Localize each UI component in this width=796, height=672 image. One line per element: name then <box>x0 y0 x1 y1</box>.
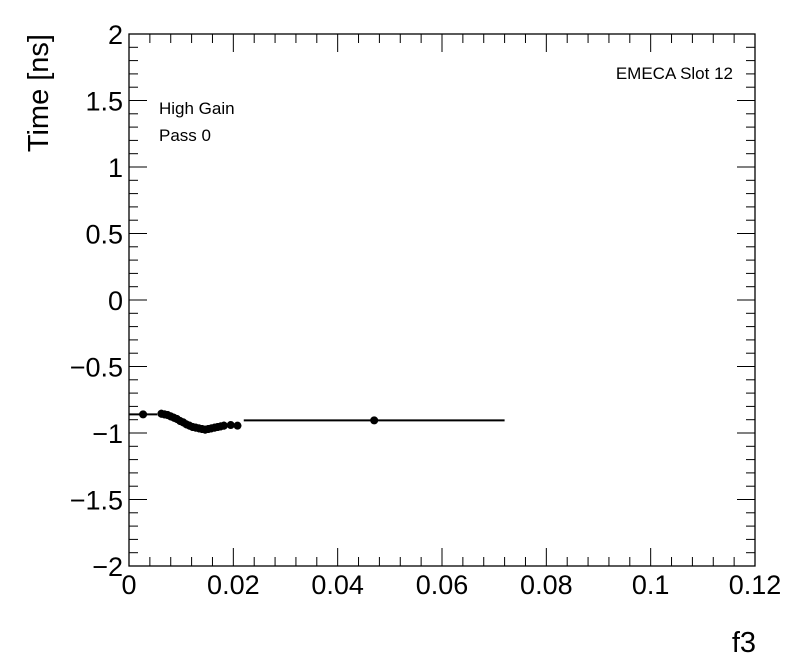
annotation-slot: EMECA Slot 12 <box>616 64 733 83</box>
y-tick-label: 1.5 <box>85 87 123 117</box>
point-marker <box>139 410 148 419</box>
y-tick-labels: −2 −1.5 −1 −0.5 0 0.5 1 1.5 2 <box>70 20 123 582</box>
data-point <box>233 421 242 430</box>
y-axis-title: Time [ns] <box>23 34 55 152</box>
annotation-gain: High Gain <box>159 99 235 118</box>
x-tick-label: 0.06 <box>416 570 469 600</box>
x-tick-label: 0.04 <box>311 570 364 600</box>
data-point <box>226 421 235 430</box>
point-marker <box>219 421 228 430</box>
axis-ticks <box>128 33 756 567</box>
x-tick-label: 0.02 <box>207 570 260 600</box>
data-point <box>129 410 158 419</box>
data-point <box>243 416 505 425</box>
x-tick-label: 0.08 <box>520 570 573 600</box>
y-tick-label: −0.5 <box>70 353 123 383</box>
point-marker <box>370 416 379 425</box>
y-tick-label: 0 <box>108 286 123 316</box>
x-tick-labels: 0 0.02 0.04 0.06 0.08 0.1 0.12 <box>121 570 781 600</box>
data-points <box>129 409 505 434</box>
y-tick-label: −1 <box>92 419 123 449</box>
data-point <box>219 421 228 430</box>
x-tick-label: 0 <box>121 570 136 600</box>
y-tick-label: −2 <box>92 552 123 582</box>
annotation-pass: Pass 0 <box>159 126 211 145</box>
point-marker <box>233 421 242 430</box>
y-tick-label: 0.5 <box>85 220 123 250</box>
y-tick-label: −1.5 <box>70 486 123 516</box>
x-axis-title: f3 <box>732 627 756 659</box>
x-tick-label: 0.12 <box>729 570 782 600</box>
y-tick-label: 1 <box>108 153 123 183</box>
point-marker <box>226 421 235 430</box>
y-tick-label: 2 <box>108 20 123 50</box>
x-tick-label: 0.1 <box>632 570 670 600</box>
